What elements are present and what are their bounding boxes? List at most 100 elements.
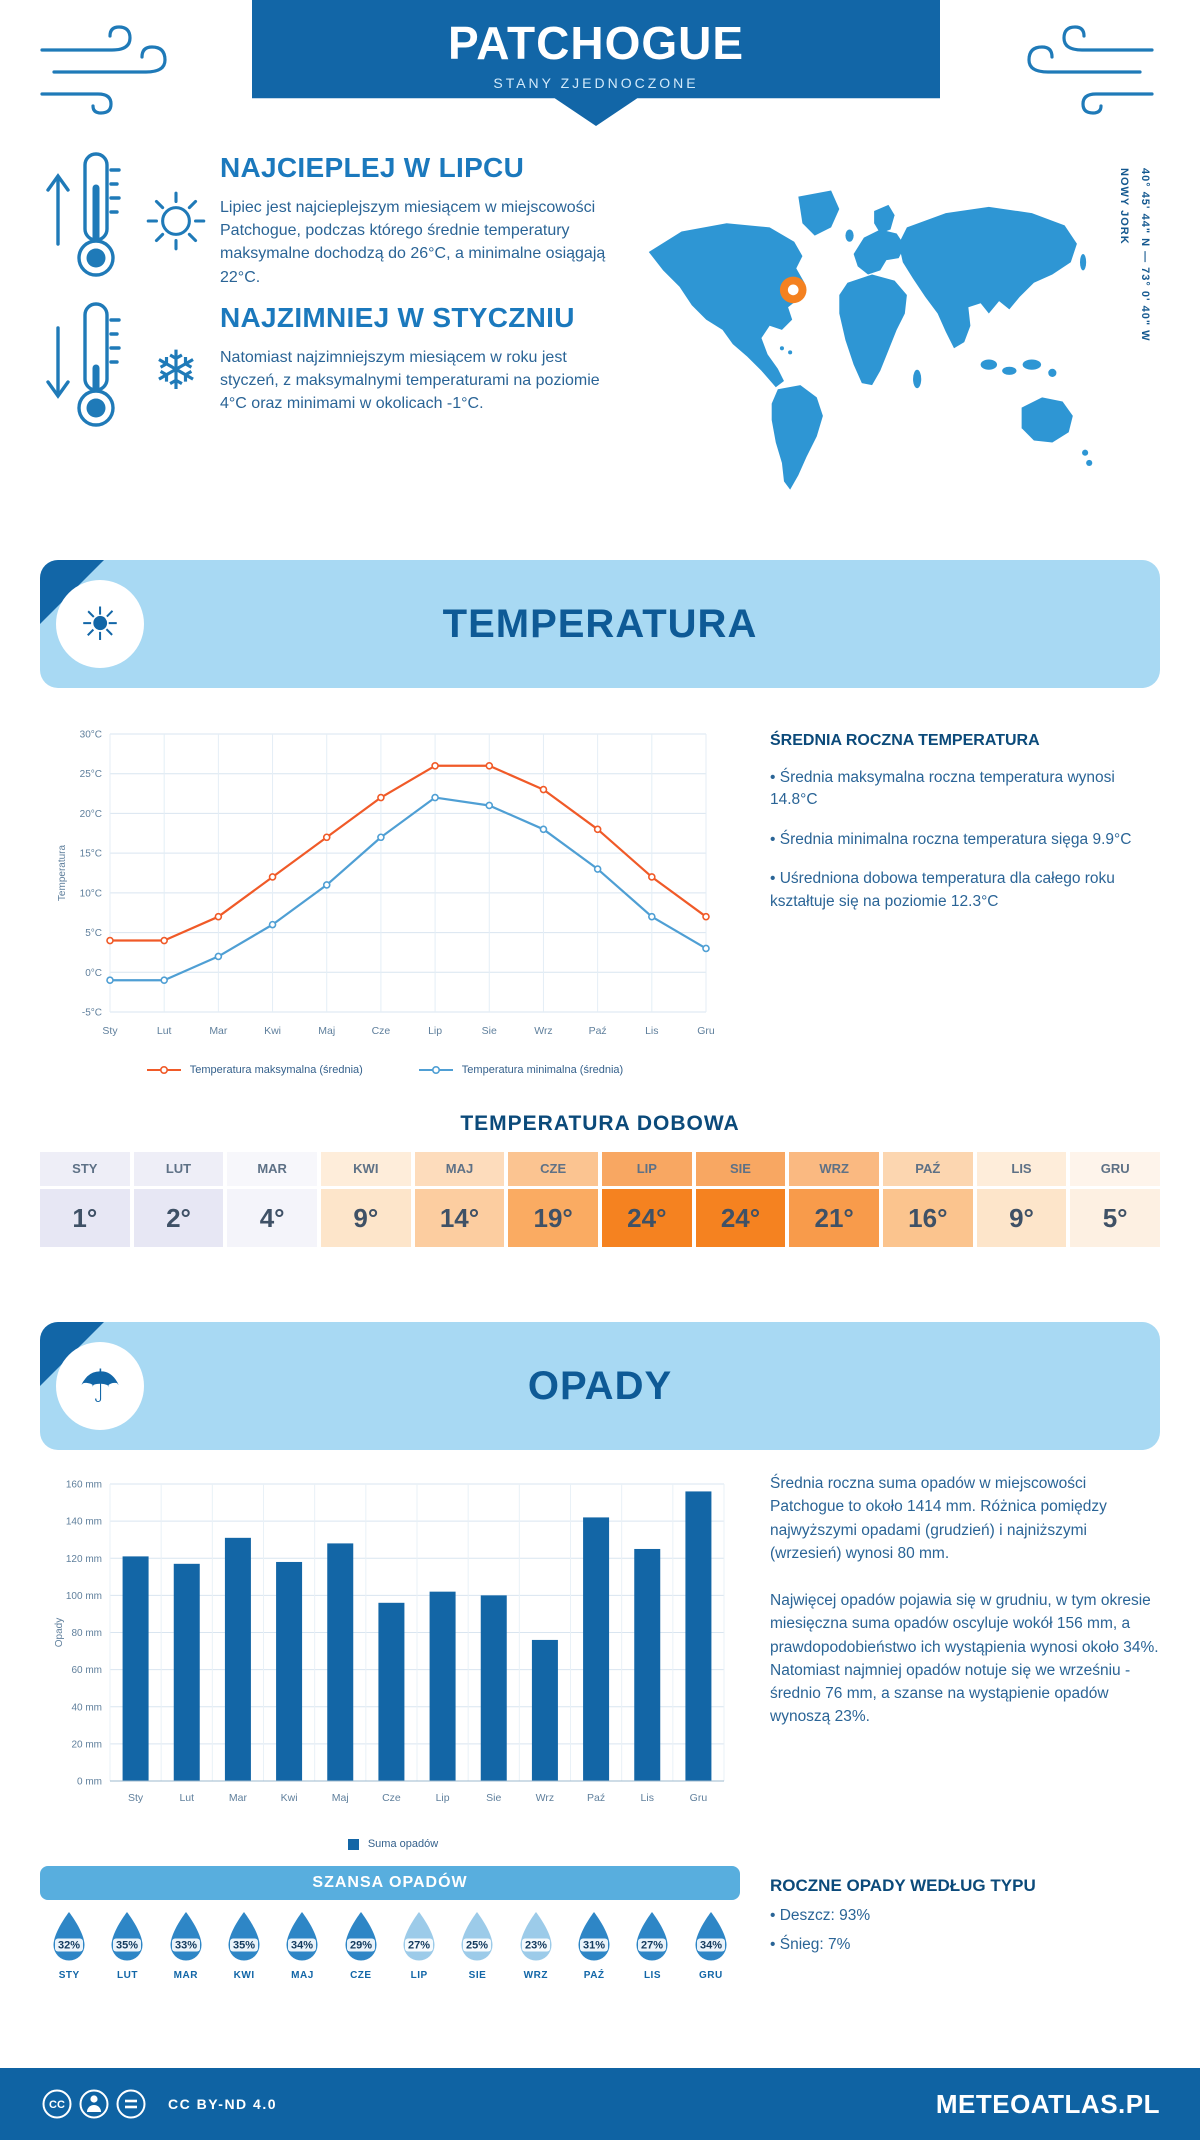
daily-temp-value: 19° bbox=[508, 1189, 598, 1247]
precipitation-type-panel: ROCZNE OPADY WEDŁUG TYPU • Deszcz: 93% •… bbox=[770, 1876, 1162, 1954]
svg-text:29%: 29% bbox=[350, 1940, 372, 1952]
daily-temp-month: WRZ bbox=[789, 1152, 879, 1186]
precipitation-chance-cze: 29% CZE bbox=[332, 1910, 390, 1981]
daily-temp-column-kwi: KWI 9° bbox=[320, 1152, 411, 1247]
page-title: PATCHOGUE bbox=[447, 17, 745, 69]
droplet-icon: 23% bbox=[520, 1912, 552, 1961]
bar-kwi bbox=[276, 1561, 303, 1781]
svg-text:Cze: Cze bbox=[372, 1025, 391, 1037]
bar-lis bbox=[634, 1548, 661, 1781]
droplet-month-label: STY bbox=[58, 1970, 80, 1981]
svg-text:160 mm: 160 mm bbox=[66, 1480, 102, 1491]
daily-temp-month: GRU bbox=[1070, 1152, 1160, 1186]
droplet-icon: 27% bbox=[403, 1912, 435, 1961]
precipitation-type-bullet: • Deszcz: 93% bbox=[770, 1907, 871, 1924]
africa bbox=[839, 274, 907, 386]
svg-text:34%: 34% bbox=[291, 1940, 313, 1952]
creative-commons-icons: CC bbox=[42, 2089, 146, 2119]
svg-text:-5°C: -5°C bbox=[82, 1008, 102, 1019]
daily-temp-value: 2° bbox=[133, 1189, 224, 1247]
warmest-text: Lipiec jest najcieplejszym miesiącem w m… bbox=[220, 199, 606, 286]
droplet-month-label: CZE bbox=[350, 1970, 372, 1981]
precipitation-chance-lip: 27% LIP bbox=[390, 1910, 448, 1981]
legend-item: Temperatura minimalna (średnia) bbox=[418, 1064, 623, 1076]
daily-temp-month: STY bbox=[40, 1152, 130, 1186]
svg-text:Maj: Maj bbox=[318, 1025, 335, 1037]
license-text: CC BY-ND 4.0 bbox=[168, 2096, 278, 2112]
coordinates-text: 40° 45' 44" N — 73° 0' 40" W bbox=[1139, 168, 1151, 342]
south-america bbox=[771, 385, 823, 490]
svg-text:Sie: Sie bbox=[486, 1792, 501, 1804]
daily-temp-column-sie: SIE 24° bbox=[695, 1152, 786, 1247]
precipitation-chart-legend: Suma opadów bbox=[48, 1838, 738, 1850]
precipitation-chance-maj: 34% MAJ bbox=[273, 1910, 331, 1981]
daily-temp-column-sty: STY 1° bbox=[40, 1152, 130, 1247]
droplet-month-label: SIE bbox=[468, 1970, 487, 1981]
sun-circle-icon: ☀ bbox=[56, 580, 144, 668]
svg-text:23%: 23% bbox=[525, 1940, 547, 1952]
svg-text:Gru: Gru bbox=[697, 1025, 715, 1037]
daily-temp-month: LIS bbox=[976, 1152, 1067, 1186]
precipitation-chance-mar: 33% MAR bbox=[157, 1910, 215, 1981]
legend-item: Suma opadów bbox=[347, 1838, 438, 1850]
svg-text:25°C: 25°C bbox=[80, 769, 102, 780]
precipitation-chance-lis: 27% LIS bbox=[623, 1910, 681, 1981]
legend-item: Temperatura maksymalna (średnia) bbox=[146, 1064, 363, 1076]
temperature-section-header: ☀ TEMPERATURA bbox=[40, 560, 1160, 688]
svg-text:Lut: Lut bbox=[179, 1792, 194, 1804]
daily-temperature-title: TEMPERATURA DOBOWA bbox=[460, 1112, 740, 1135]
daily-temp-column-mar: MAR 4° bbox=[227, 1152, 317, 1247]
svg-text:Wrz: Wrz bbox=[536, 1792, 554, 1804]
wind-icon bbox=[1027, 25, 1154, 115]
daily-temp-column-wrz: WRZ 21° bbox=[789, 1152, 879, 1247]
precipitation-section-header: ☂ OPADY bbox=[40, 1322, 1160, 1450]
snowflake-icon: ❄ bbox=[153, 341, 199, 401]
daily-temp-value: 14° bbox=[414, 1189, 505, 1247]
svg-text:Sie: Sie bbox=[482, 1025, 497, 1037]
svg-text:Sty: Sty bbox=[128, 1792, 144, 1804]
daily-temp-column-lut: LUT 2° bbox=[133, 1152, 224, 1247]
svg-text:20°C: 20°C bbox=[80, 809, 102, 820]
svg-text:27%: 27% bbox=[641, 1940, 663, 1952]
svg-text:35%: 35% bbox=[116, 1940, 138, 1952]
precipitation-chance-sty: 32% STY bbox=[40, 1910, 98, 1981]
svg-text:Sty: Sty bbox=[102, 1025, 118, 1037]
svg-text:Maj: Maj bbox=[332, 1792, 349, 1804]
svg-text:5°C: 5°C bbox=[85, 928, 102, 939]
annual-temperature-panel: ŚREDNIA ROCZNA TEMPERATURA • Średnia mak… bbox=[770, 732, 1162, 913]
svg-text:Cze: Cze bbox=[382, 1792, 401, 1804]
page-subtitle: STANY ZJEDNOCZONE bbox=[493, 75, 699, 91]
svg-text:31%: 31% bbox=[583, 1940, 605, 1952]
daily-temp-month: LUT bbox=[133, 1152, 224, 1186]
greenland bbox=[798, 190, 840, 236]
scandinavia bbox=[874, 204, 895, 234]
wind-icon bbox=[40, 25, 167, 115]
precipitation-chance-sie: 25% SIE bbox=[448, 1910, 506, 1981]
temperature-line-chart: -5°C 0°C 5°C 10°C 15°C 20°C 25°C 30°C Sty Lut Mar K… bbox=[57, 730, 715, 1038]
droplet-month-label: WRZ bbox=[523, 1970, 548, 1981]
precipitation-section-title: OPADY bbox=[527, 1363, 673, 1408]
chance-of-precipitation-header: SZANSA OPADÓW bbox=[40, 1866, 740, 1900]
precipitation-chance-paź: 31% PAŹ bbox=[565, 1910, 623, 1981]
japan bbox=[1079, 254, 1087, 271]
temperature-section-title: TEMPERATURA bbox=[442, 601, 758, 646]
svg-text:Mar: Mar bbox=[229, 1792, 248, 1804]
bar-mar bbox=[224, 1537, 251, 1781]
svg-text:0°C: 0°C bbox=[85, 968, 102, 979]
bar-cze bbox=[378, 1602, 405, 1781]
svg-text:Kwi: Kwi bbox=[264, 1025, 281, 1037]
daily-temp-month: CZE bbox=[508, 1152, 598, 1186]
annual-bullet: • Uśredniona dobowa temperatura dla całe… bbox=[770, 870, 1115, 910]
svg-text:Lip: Lip bbox=[436, 1792, 450, 1804]
daily-temp-column-cze: CZE 19° bbox=[508, 1152, 598, 1247]
svg-text:Opady: Opady bbox=[54, 1618, 65, 1647]
precipitation-type-heading: ROCZNE OPADY WEDŁUG TYPU bbox=[770, 1876, 1036, 1895]
coldest-text: Natomiast najzimniejszym miesiącem w rok… bbox=[220, 349, 600, 413]
daily-temp-value: 24° bbox=[601, 1189, 692, 1247]
header-banner: PATCHOGUE STANY ZJEDNOCZONE bbox=[252, 0, 940, 126]
svg-text:Lis: Lis bbox=[645, 1025, 658, 1037]
daily-temp-value: 21° bbox=[789, 1189, 879, 1247]
annual-bullet: • Średnia maksymalna roczna temperatura … bbox=[770, 769, 1115, 809]
svg-text:120 mm: 120 mm bbox=[66, 1554, 102, 1565]
sun-icon bbox=[132, 146, 220, 296]
